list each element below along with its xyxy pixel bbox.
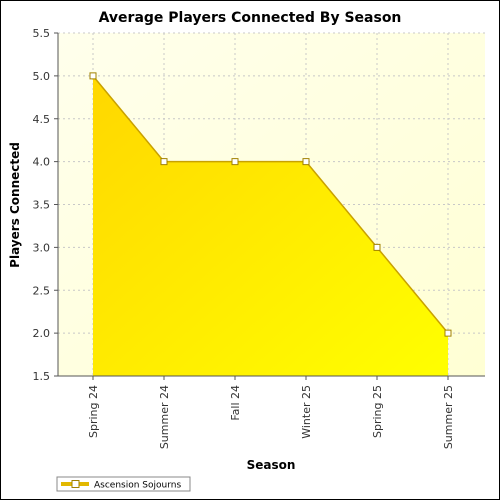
chart-title: Average Players Connected By Season [99, 10, 402, 26]
data-point [373, 243, 381, 251]
legend-box [56, 476, 191, 492]
data-point [160, 158, 168, 166]
y-tick-label: 2.5 [33, 284, 51, 297]
y-tick-label: 3.0 [33, 241, 51, 254]
y-tick-label: 5.5 [33, 27, 51, 40]
legend: Ascension Sojourns [56, 476, 191, 492]
x-axis-ticks: Spring 24 Summer 24 Fall 24 Winter 25 Spring… [87, 376, 455, 449]
data-markers [89, 72, 452, 337]
y-axis-label: Players Connected [8, 142, 22, 268]
data-point [302, 158, 310, 166]
data-point [231, 158, 239, 166]
x-tick-label: Summer 25 [442, 385, 455, 449]
legend-swatch-icon [61, 480, 89, 488]
y-tick-label: 2.0 [33, 327, 51, 340]
x-tick-label: Summer 24 [158, 385, 171, 449]
x-tick-label: Fall 24 [229, 385, 242, 421]
y-tick-label: 5.0 [33, 70, 51, 83]
y-tick-label: 4.5 [33, 113, 51, 126]
y-axis-ticks: 1.5 2.0 2.5 3.0 3.5 4.0 4.5 5.0 5.5 [33, 27, 58, 383]
x-tick-label: Spring 25 [371, 385, 384, 438]
y-tick-label: 4.0 [33, 156, 51, 169]
y-tick-label: 3.5 [33, 199, 51, 212]
series-area-ascension-sojourns [93, 75, 448, 376]
data-point [89, 72, 97, 80]
series-line-ascension-sojourns [92, 75, 449, 334]
x-tick-label: Winter 25 [300, 385, 313, 439]
data-point [444, 329, 452, 337]
y-tick-label: 1.5 [33, 370, 51, 383]
x-axis-label: Season [247, 458, 296, 472]
x-tick-label: Spring 24 [87, 385, 100, 438]
legend-label-ascension-sojourns: Ascension Sojourns [94, 481, 181, 491]
